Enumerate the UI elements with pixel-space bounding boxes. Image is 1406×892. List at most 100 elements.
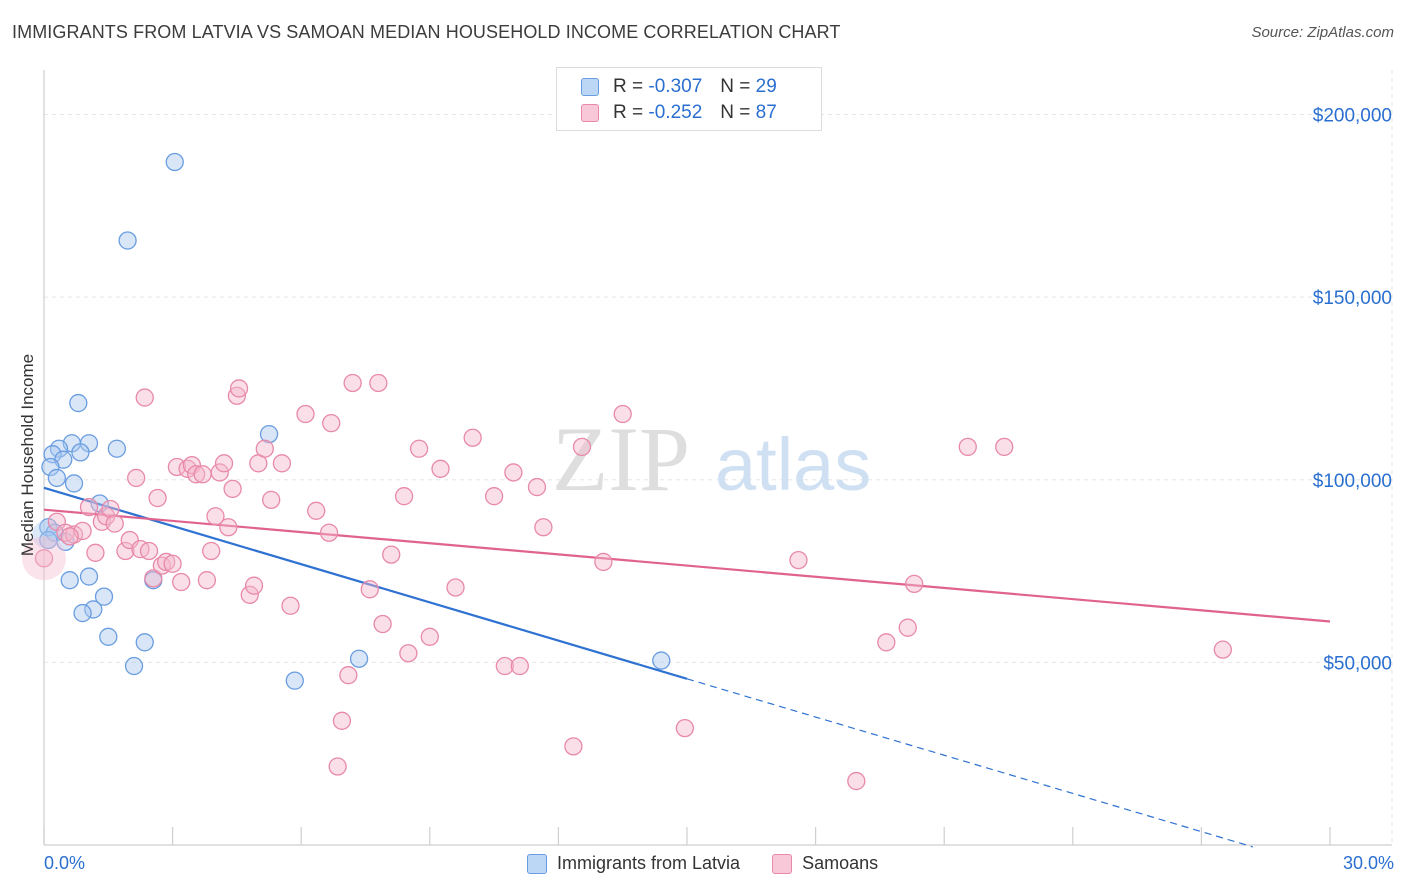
watermark: ZIP atlas bbox=[552, 408, 871, 510]
samoan-point bbox=[394, 487, 414, 506]
x-tick-label: 30.0% bbox=[1343, 853, 1394, 873]
samoan-point bbox=[420, 627, 439, 646]
samoan-point bbox=[431, 459, 450, 478]
samoan-point bbox=[139, 541, 159, 561]
samoan-point bbox=[227, 386, 247, 405]
samoan-point-large bbox=[22, 536, 66, 581]
samoan-point bbox=[898, 618, 917, 637]
samoan-point bbox=[148, 488, 167, 508]
samoan-point bbox=[382, 545, 401, 564]
samoan-point bbox=[399, 644, 418, 663]
latvia-point bbox=[69, 393, 88, 413]
samoan-point bbox=[34, 549, 54, 568]
samoan-point bbox=[229, 379, 249, 398]
samoan-point bbox=[484, 487, 504, 506]
samoan-point bbox=[135, 388, 154, 407]
y-tick-labels: $50,000 $100,000 $150,000 $200,000 bbox=[1313, 106, 1392, 675]
samoan-point bbox=[193, 465, 212, 484]
y-axis-label: Median Household Income bbox=[18, 353, 37, 557]
r-value: -0.307 bbox=[648, 76, 703, 97]
stats-legend-row-latvia: R = -0.307 N = 29 bbox=[581, 75, 777, 99]
samoan-point bbox=[905, 574, 924, 594]
latvia-point bbox=[71, 443, 90, 462]
samoan-point bbox=[789, 550, 808, 570]
samoan-point bbox=[343, 373, 362, 393]
latvia-point bbox=[124, 656, 144, 676]
samoan-legend-swatch bbox=[772, 853, 793, 874]
samoan-point bbox=[877, 633, 896, 652]
n-value: 29 bbox=[755, 76, 777, 97]
samoan-point bbox=[307, 501, 326, 520]
source-label: Source: ZipAtlas.com bbox=[1251, 24, 1394, 41]
samoan-point bbox=[675, 718, 695, 738]
samoan-point bbox=[105, 514, 124, 533]
legend-label-latvia: Immigrants from Latvia bbox=[557, 853, 741, 873]
x-tick-labels: 0.0% 30.0% bbox=[44, 853, 1394, 873]
latvia-point bbox=[41, 457, 60, 477]
samoan-point bbox=[272, 454, 292, 473]
latvia-point bbox=[107, 439, 127, 458]
samoan-point bbox=[60, 527, 79, 546]
samoan-point bbox=[995, 437, 1014, 457]
samoan-point bbox=[446, 578, 465, 597]
y-tick-label: $50,000 bbox=[1323, 653, 1392, 674]
samoan-point bbox=[219, 518, 238, 537]
x-tick-label: 0.0% bbox=[44, 853, 85, 873]
samoan-point bbox=[255, 439, 274, 458]
latvia-point bbox=[135, 633, 154, 652]
r-label: R = bbox=[613, 76, 644, 97]
samoan-point bbox=[495, 656, 514, 676]
samoan-point bbox=[206, 507, 225, 526]
samoan-point bbox=[409, 439, 429, 458]
stats-legend: R = -0.307 N = 29 R = -0.252 N = 87 bbox=[556, 67, 822, 131]
samoan-point bbox=[319, 523, 339, 542]
samoan-point bbox=[163, 554, 182, 573]
samoan-point bbox=[172, 572, 191, 592]
samoan-point bbox=[202, 541, 221, 561]
watermark-zip: ZIP bbox=[552, 408, 690, 510]
samoan-point bbox=[127, 468, 146, 488]
samoan-point bbox=[240, 585, 259, 604]
latvia-point bbox=[64, 474, 84, 493]
samoan-point bbox=[564, 737, 583, 756]
samoan-point bbox=[373, 614, 392, 634]
samoan-point bbox=[463, 428, 482, 447]
samoan-point bbox=[101, 499, 120, 519]
latvia-point bbox=[652, 651, 671, 670]
samoan-point bbox=[116, 541, 135, 561]
y-tick-label: $150,000 bbox=[1313, 288, 1392, 309]
latvia-trendline-extension bbox=[686, 678, 1254, 848]
n-label: N = bbox=[720, 102, 751, 123]
legend-item-latvia: Immigrants from Latvia bbox=[527, 853, 740, 874]
latvia-point bbox=[165, 152, 184, 172]
samoan-point bbox=[144, 569, 163, 588]
latvia-point bbox=[84, 600, 103, 619]
samoan-point bbox=[360, 580, 379, 599]
latvia-legend-swatch bbox=[527, 853, 547, 874]
samoan-point bbox=[958, 437, 977, 457]
watermark-atlas: atlas bbox=[715, 423, 871, 506]
samoan-point bbox=[79, 498, 99, 517]
samoan-point bbox=[157, 552, 176, 572]
samoan-point bbox=[296, 404, 315, 424]
y-tick-label: $200,000 bbox=[1313, 106, 1392, 127]
samoan-point bbox=[223, 479, 242, 499]
y-tick-label: $100,000 bbox=[1313, 471, 1392, 492]
samoan-point bbox=[244, 576, 264, 595]
latvia-point bbox=[118, 231, 137, 250]
samoan-point bbox=[262, 490, 281, 510]
samoan-point bbox=[197, 571, 217, 590]
series-legend: Immigrants from Latvia Samoans bbox=[527, 853, 910, 874]
samoan-point bbox=[210, 463, 229, 482]
samoan-point bbox=[572, 437, 592, 457]
samoan-swatch bbox=[581, 104, 599, 122]
axes bbox=[43, 70, 1392, 846]
series-samoan-points bbox=[22, 373, 1232, 791]
n-value: 87 bbox=[755, 102, 777, 123]
r-label: R = bbox=[613, 102, 644, 123]
samoan-point bbox=[847, 771, 866, 791]
samoan-point bbox=[86, 543, 105, 562]
gridlines bbox=[44, 70, 1393, 845]
r-value: -0.252 bbox=[648, 102, 703, 123]
